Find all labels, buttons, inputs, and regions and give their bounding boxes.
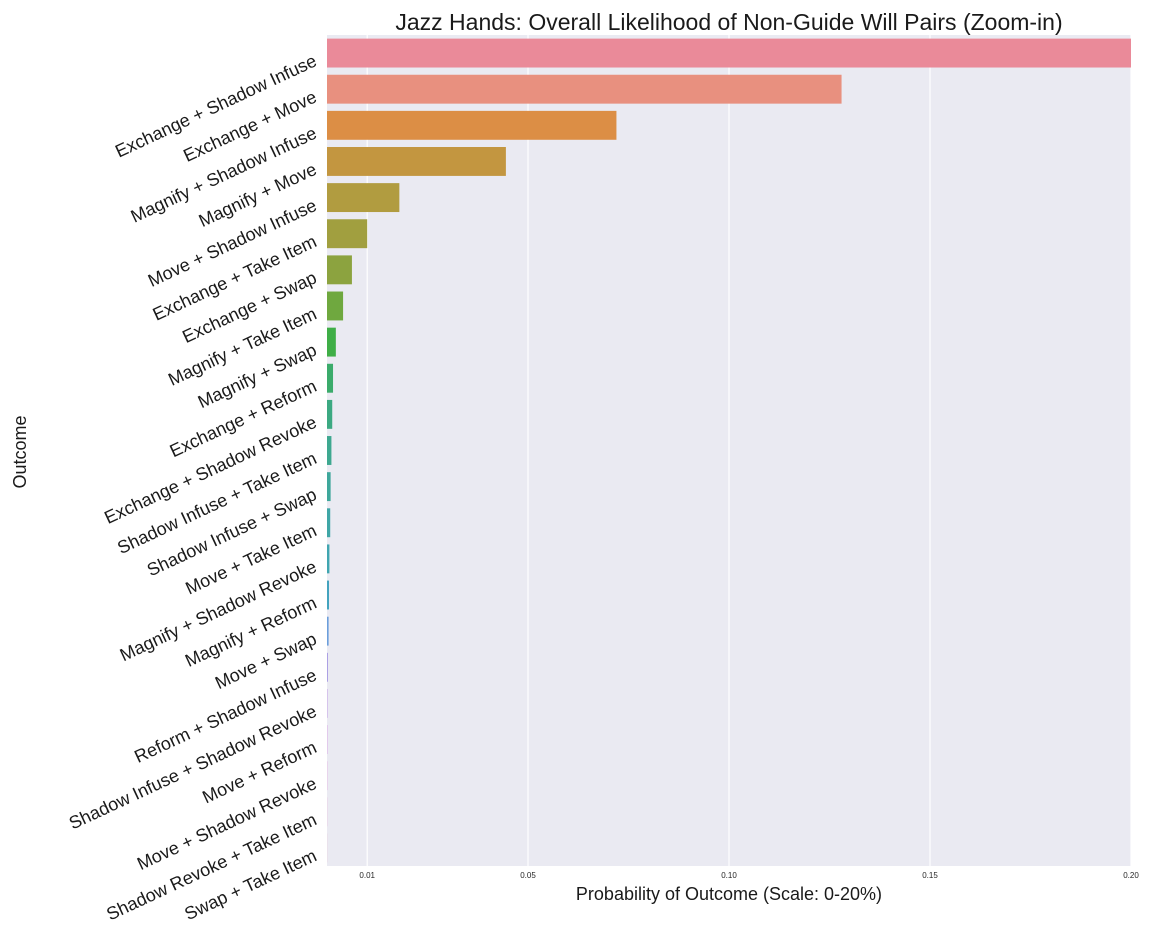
bar [327, 110, 617, 140]
x-tick-label: 0.10 [721, 871, 737, 880]
bar [327, 183, 400, 213]
bar [327, 580, 330, 610]
x-tick-label: 0.05 [520, 871, 536, 880]
x-tick-label: 0.20 [1123, 871, 1139, 880]
bar [327, 472, 331, 502]
bar [327, 38, 1131, 68]
bar [327, 219, 368, 249]
bar [327, 399, 333, 429]
bar [327, 436, 332, 465]
x-axis-label: Probability of Outcome (Scale: 0-20%) [576, 884, 882, 904]
bar [327, 327, 336, 357]
bar [327, 74, 842, 104]
bar [327, 616, 329, 646]
bar [327, 544, 330, 574]
bar [327, 363, 334, 393]
chart-title: Jazz Hands: Overall Likelihood of Non-Gu… [395, 9, 1062, 35]
bar [327, 652, 328, 682]
bar [327, 147, 506, 176]
x-tick-label: 0.15 [922, 871, 938, 880]
x-tick-labels: 0.01 0.05 0.10 0.15 0.20 [359, 871, 1139, 880]
x-tick-label: 0.01 [359, 871, 375, 880]
y-axis-label: Outcome [10, 415, 30, 488]
bar [327, 255, 352, 285]
bars [327, 38, 1131, 863]
bar [327, 291, 344, 321]
bar [327, 508, 331, 538]
